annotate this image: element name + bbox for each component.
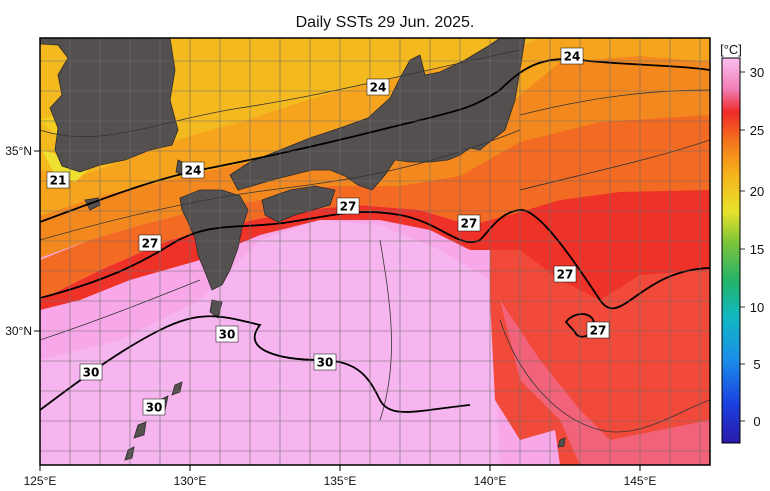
isotherm-label: 24: [370, 81, 387, 95]
isotherm-labels: 21 24 24 24 27 27 27 27 27 30 30 30 30: [46, 47, 610, 416]
x-tick-label: 125°E: [24, 474, 57, 488]
isotherm-label: 24: [185, 164, 202, 178]
colorbar: [°C] 0 5 10 15 20 25 30: [720, 42, 764, 444]
isotherm-label: 27: [142, 237, 159, 251]
kyushu-island: [179, 189, 249, 291]
isotherm-label: 30: [219, 328, 236, 342]
honshu-island: [229, 38, 526, 191]
x-tick-label: 145°E: [624, 474, 657, 488]
colorbar-tick: 0: [753, 414, 760, 429]
colorbar-tick: 25: [750, 123, 764, 138]
isotherm-24: [40, 58, 710, 223]
y-axis-labels: 35°N 30°N: [5, 144, 32, 338]
isotherm-27: [40, 209, 710, 310]
x-tick-label: 135°E: [324, 474, 357, 488]
lat-lon-grid: [40, 38, 710, 465]
x-axis-labels: 125°E 130°E 135°E 140°E 145°E: [24, 474, 657, 488]
colorbar-tick: 15: [750, 242, 764, 257]
map-frame: [39, 37, 711, 466]
isotherm-label: 27: [590, 324, 607, 338]
isotherm-label: 27: [340, 200, 357, 214]
y-tick-label: 35°N: [5, 144, 32, 158]
colorbar-tick: 20: [750, 184, 764, 199]
x-tick-label: 130°E: [174, 474, 207, 488]
map-title: Daily SSTs 29 Jun. 2025.: [295, 14, 475, 31]
isotherm-label: 30: [83, 366, 100, 380]
colorbar-tick: 5: [753, 357, 760, 372]
colorbar-unit: [°C]: [720, 42, 742, 57]
x-tick-label: 140°E: [474, 474, 507, 488]
isotherm-label: 24: [564, 50, 581, 64]
isotherm-label: 30: [146, 401, 163, 415]
isotherm-label: 27: [461, 217, 478, 231]
isotherm-label: 27: [557, 268, 574, 282]
isotherms: [40, 49, 710, 433]
frame-ticks: [34, 150, 641, 471]
isotherm-label: 21: [50, 174, 67, 188]
colorbar-tick: 30: [750, 65, 764, 80]
land-masses: [40, 38, 566, 461]
isotherm-30: [40, 315, 471, 413]
isotherm-label: 30: [317, 356, 334, 370]
colorbar-tick: 10: [750, 300, 764, 315]
y-tick-label: 30°N: [5, 324, 32, 338]
